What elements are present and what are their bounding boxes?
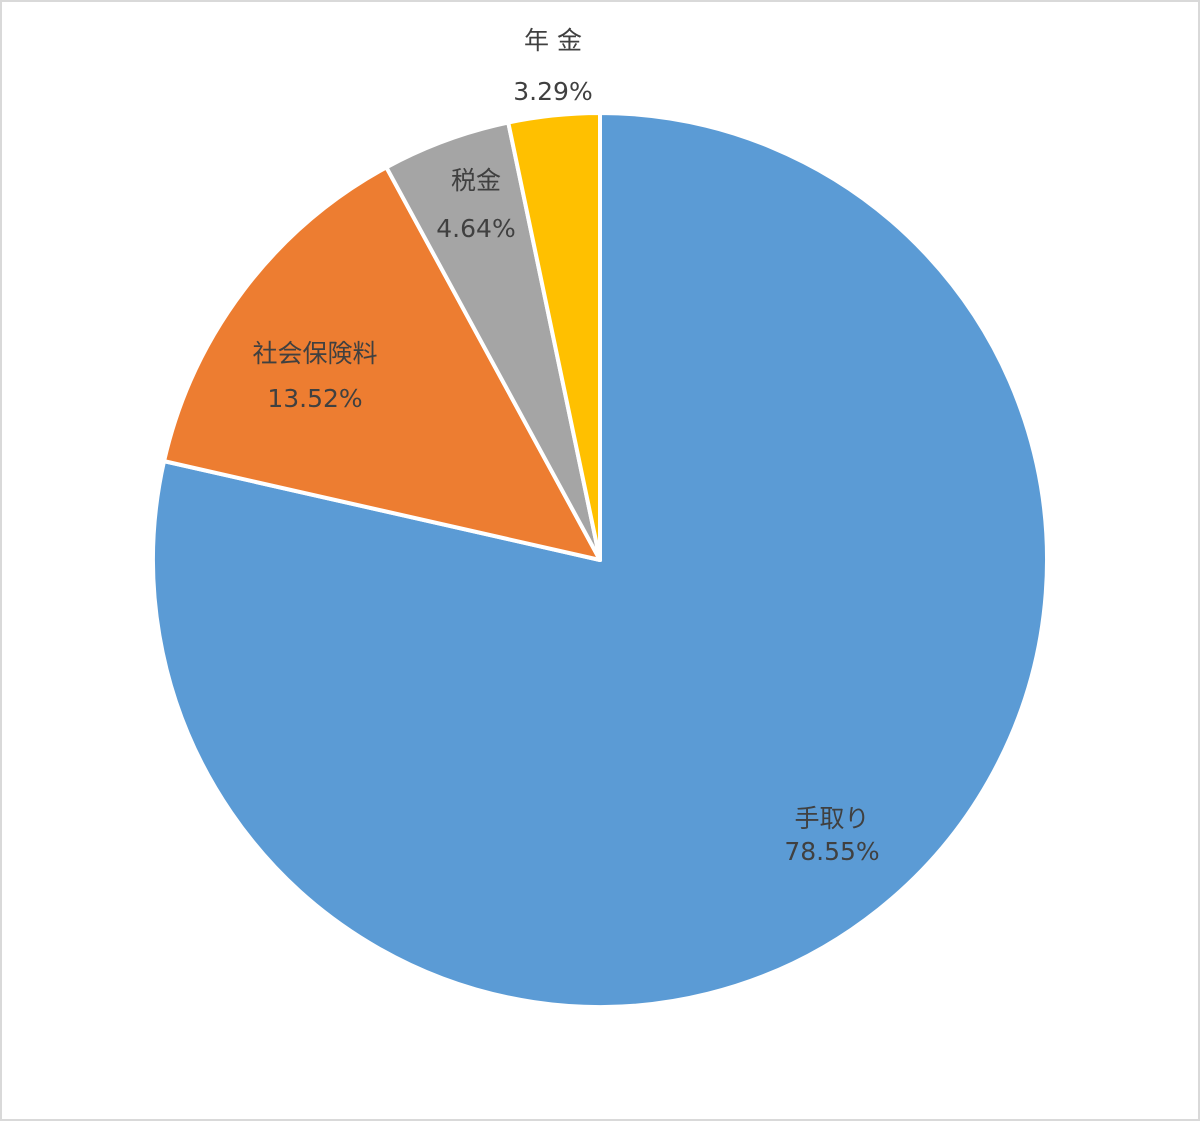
category-label: 年 金 [524, 26, 582, 55]
pie [151, 111, 1049, 1009]
value-label: 78.55% [784, 837, 879, 866]
value-label: 3.29% [513, 77, 592, 106]
data-labels: 手取り 78.55% 社会保険料 13.52% 税金 4.64% 年 金 3.29% [252, 26, 879, 866]
category-label: 手取り [794, 804, 869, 833]
value-label: 4.64% [436, 214, 515, 243]
slice [162, 165, 602, 562]
category-label: 税金 [451, 166, 501, 195]
value-label: 13.52% [267, 384, 362, 413]
category-label: 社会保険料 [252, 339, 377, 368]
slice [506, 111, 602, 562]
